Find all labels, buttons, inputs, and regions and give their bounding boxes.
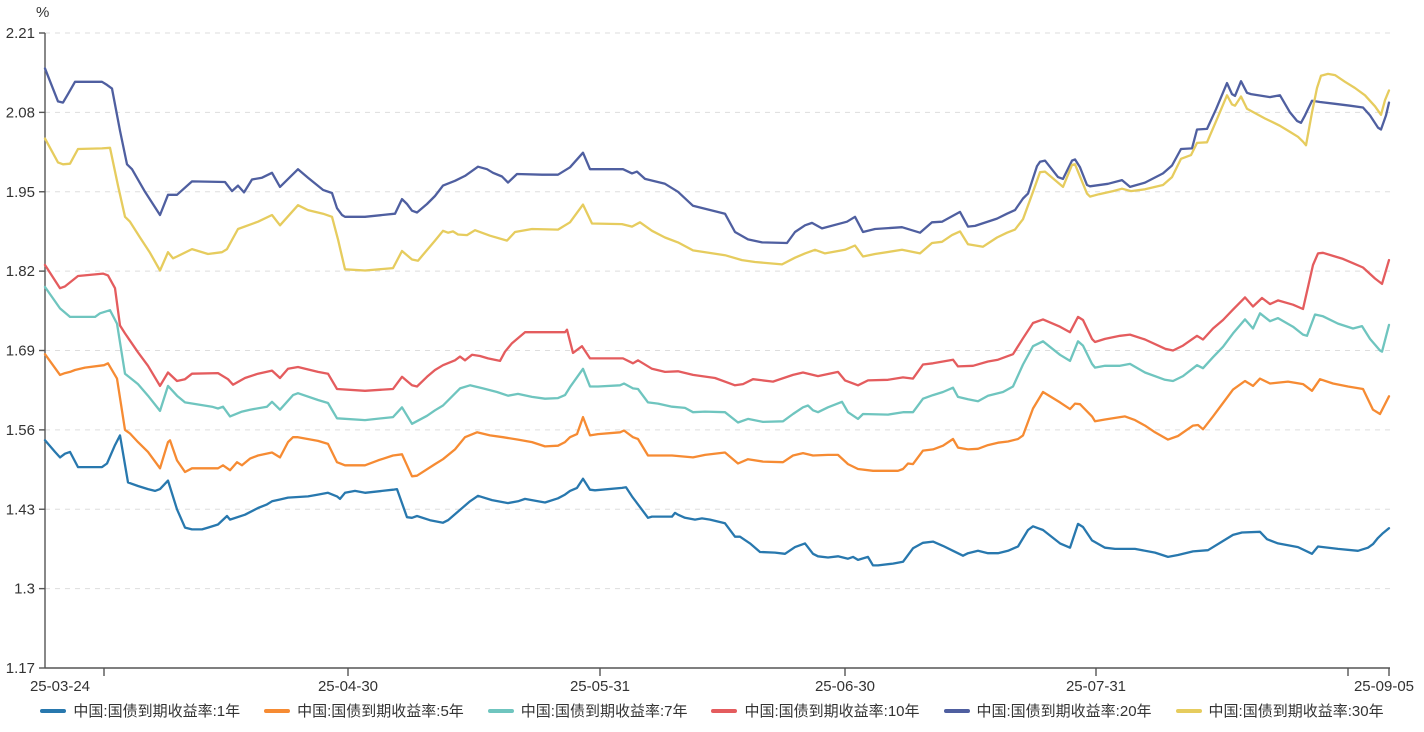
y-axis-label: 1.69 <box>6 343 35 360</box>
legend-marker-icon <box>40 708 67 713</box>
legend-item-label: 中国:国债到期收益率:20年 <box>976 703 1152 720</box>
legend-item-label: 中国:国债到期收益率:1年 <box>73 703 241 720</box>
legend-item-5[interactable]: 中国:国债到期收益率:20年 <box>943 700 1152 721</box>
legend-item-label: 中国:国债到期收益率:5年 <box>297 703 464 720</box>
x-axis-label: 25-04-30 <box>318 678 378 695</box>
y-axis-label: 1.43 <box>6 501 35 518</box>
x-axis-label: 25-03-24 <box>30 678 90 695</box>
legend-marker-icon <box>711 708 738 713</box>
y-axis-unit-label: % <box>36 4 50 21</box>
series-line-1 <box>43 434 1391 567</box>
y-axis-label: 1.17 <box>6 660 35 677</box>
y-axis-label: 1.56 <box>6 422 35 439</box>
series-line-5 <box>43 67 1391 245</box>
legend-marker-icon <box>264 708 291 713</box>
series-line-6 <box>43 72 1391 272</box>
y-axis-label: 2.08 <box>6 104 35 121</box>
x-axis-label: 25-09-05 <box>1354 678 1414 695</box>
x-axis-label: 25-07-31 <box>1066 678 1126 695</box>
y-axis-label: 2.21 <box>6 25 35 42</box>
legend-marker-icon <box>1175 708 1202 713</box>
x-axis-label: 25-05-31 <box>570 678 630 695</box>
x-axis-label: 25-06-30 <box>815 678 875 695</box>
series-line-3 <box>43 285 1391 425</box>
legend-item-4[interactable]: 中国:国债到期收益率:10年 <box>711 700 920 721</box>
legend-item-1[interactable]: 中国:国债到期收益率:1年 <box>40 700 240 721</box>
series-line-4 <box>43 251 1391 392</box>
legend-marker-icon <box>487 708 514 713</box>
series-line-2 <box>43 353 1391 478</box>
legend-item-label: 中国:国债到期收益率:10年 <box>744 703 920 720</box>
legend-marker-icon <box>943 708 970 713</box>
legend-item-label: 中国:国债到期收益率:7年 <box>520 703 688 720</box>
y-axis-label: 1.82 <box>6 263 35 280</box>
y-axis-label: 1.95 <box>6 184 35 201</box>
legend-item-6[interactable]: 中国:国债到期收益率:30年 <box>1175 700 1384 721</box>
y-axis-label: 1.3 <box>14 581 35 598</box>
legend-item-2[interactable]: 中国:国债到期收益率:5年 <box>264 700 464 721</box>
legend-item-label: 中国:国债到期收益率:30年 <box>1208 703 1384 720</box>
legend: 中国:国债到期收益率:1年 中国:国债到期收益率:5年 中国:国债到期收益率:7年 中… <box>0 700 1424 721</box>
legend-item-3[interactable]: 中国:国债到期收益率:7年 <box>487 700 688 721</box>
